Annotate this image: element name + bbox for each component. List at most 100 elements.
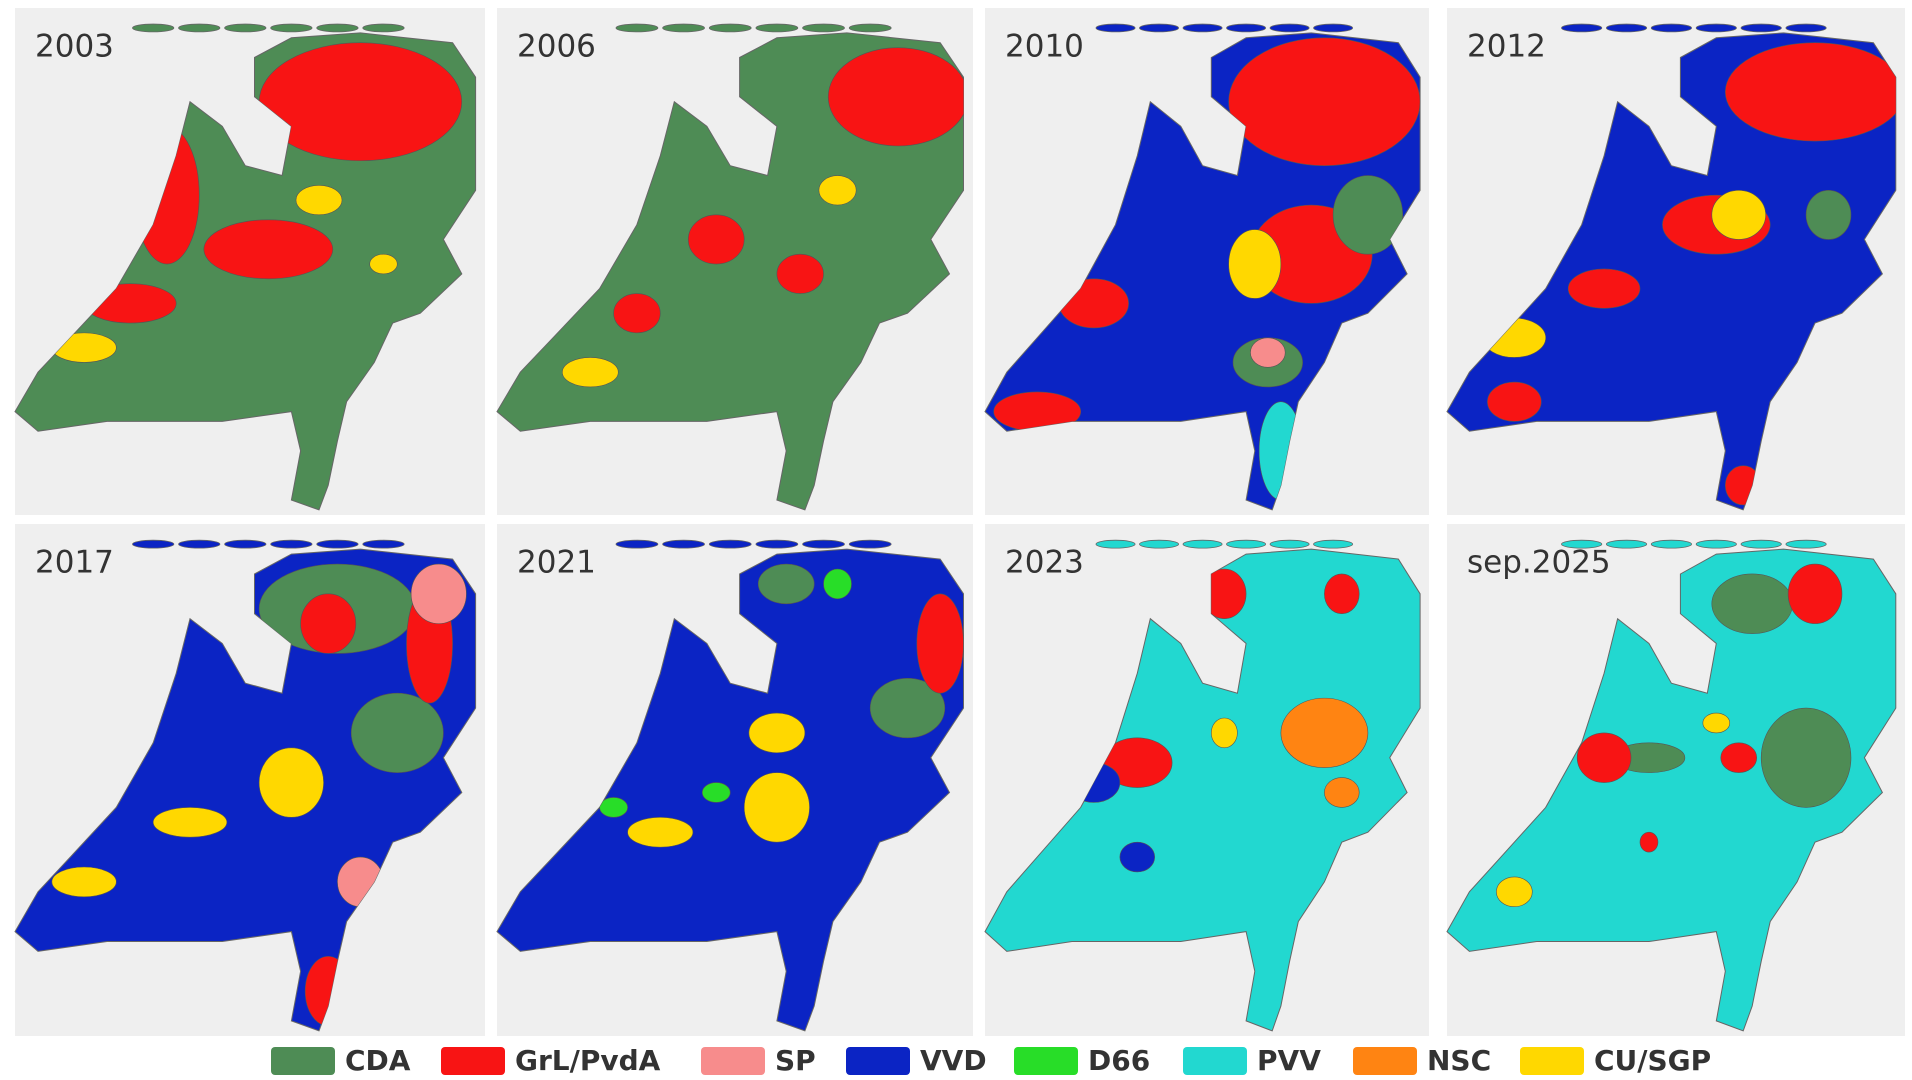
panel-label: 2006	[517, 29, 596, 65]
island	[270, 539, 313, 549]
legend-swatch	[1183, 1047, 1247, 1075]
map-region	[823, 568, 852, 600]
map-region	[1250, 337, 1286, 368]
legend-label: VVD	[920, 1044, 987, 1077]
map-region	[51, 866, 117, 898]
panel-label: 2021	[517, 545, 596, 581]
island	[1313, 23, 1354, 33]
island	[662, 23, 705, 33]
map-region	[1324, 777, 1360, 808]
map-outline	[984, 548, 1421, 1032]
legend-label: CU/SGP	[1594, 1044, 1711, 1077]
map-region	[1332, 175, 1404, 255]
map-region	[1702, 712, 1731, 734]
island	[615, 539, 659, 549]
legend-label: D66	[1088, 1044, 1150, 1077]
map-outline	[496, 32, 964, 511]
island	[1605, 539, 1648, 549]
map-region	[818, 175, 857, 206]
island	[1785, 539, 1827, 549]
island	[1740, 539, 1782, 549]
island	[1182, 23, 1223, 33]
map-panel: 2017	[14, 524, 485, 1036]
island	[178, 539, 221, 549]
panel-label: 2003	[35, 29, 114, 65]
island	[708, 23, 752, 33]
map-panel: sep.2025	[1446, 524, 1905, 1036]
panel-label: sep.2025	[1467, 545, 1611, 581]
map-region	[776, 253, 824, 294]
island	[1139, 539, 1180, 549]
map-region	[295, 185, 343, 216]
map-region	[1228, 229, 1282, 299]
legend-swatch	[271, 1047, 335, 1075]
map-regions	[1482, 42, 1896, 506]
island	[362, 539, 405, 549]
map-region	[203, 219, 334, 280]
map-region	[1711, 573, 1793, 634]
map-region	[757, 563, 815, 605]
map-panel: 2006	[496, 8, 973, 515]
map-region	[1576, 732, 1632, 783]
map-region	[1720, 742, 1757, 773]
island	[1226, 23, 1267, 33]
island	[802, 23, 845, 33]
island	[1785, 23, 1827, 33]
map-region	[687, 214, 745, 265]
map-panel: 2021	[496, 524, 973, 1036]
island	[755, 23, 799, 33]
island	[1561, 23, 1603, 33]
map-region	[1280, 697, 1369, 768]
map-region	[562, 357, 619, 388]
map-region	[1639, 831, 1659, 853]
legend-label: NSC	[1427, 1044, 1491, 1077]
island	[316, 539, 359, 549]
island	[132, 23, 175, 33]
legend-item: GrL/PvdA	[441, 1044, 661, 1077]
island	[1313, 539, 1354, 549]
island	[1139, 23, 1180, 33]
legend-swatch	[1520, 1047, 1584, 1075]
legend-swatch	[1014, 1047, 1078, 1075]
map-outline	[496, 548, 964, 1032]
island	[1269, 539, 1310, 549]
legend-item: CDA	[271, 1044, 411, 1077]
legend-label: GrL/PvdA	[515, 1044, 661, 1077]
island	[615, 23, 659, 33]
island	[270, 23, 313, 33]
island	[1182, 539, 1223, 549]
map-panel: 2003	[14, 8, 485, 515]
map-region	[743, 772, 810, 843]
island	[708, 539, 752, 549]
map-region	[827, 47, 964, 147]
map-regions	[1496, 563, 1852, 908]
map-region	[258, 747, 324, 818]
island	[316, 23, 359, 33]
map-region	[1724, 42, 1896, 142]
island	[224, 539, 267, 549]
island	[1095, 539, 1136, 549]
map-outline	[1446, 548, 1897, 1032]
map-region	[627, 817, 694, 848]
map-region	[1119, 841, 1155, 873]
map-regions	[599, 563, 964, 848]
map-outline	[1446, 32, 1897, 511]
map-regions	[562, 47, 964, 388]
island	[1269, 23, 1310, 33]
map-panel: 2010	[984, 8, 1429, 515]
island	[362, 23, 405, 33]
map-region	[350, 692, 444, 773]
map-region	[369, 253, 398, 275]
map-panel: 2012	[1446, 8, 1905, 515]
map-region	[1760, 707, 1852, 808]
legend-label: CDA	[345, 1044, 411, 1077]
panel-label: 2012	[1467, 29, 1546, 65]
legend-swatch	[1353, 1047, 1417, 1075]
island	[1695, 539, 1737, 549]
map-panel: 2023	[984, 524, 1429, 1036]
island	[132, 539, 175, 549]
map-region	[599, 797, 628, 818]
legend-item: D66	[1014, 1044, 1150, 1077]
map-region	[258, 42, 463, 162]
island	[802, 539, 845, 549]
